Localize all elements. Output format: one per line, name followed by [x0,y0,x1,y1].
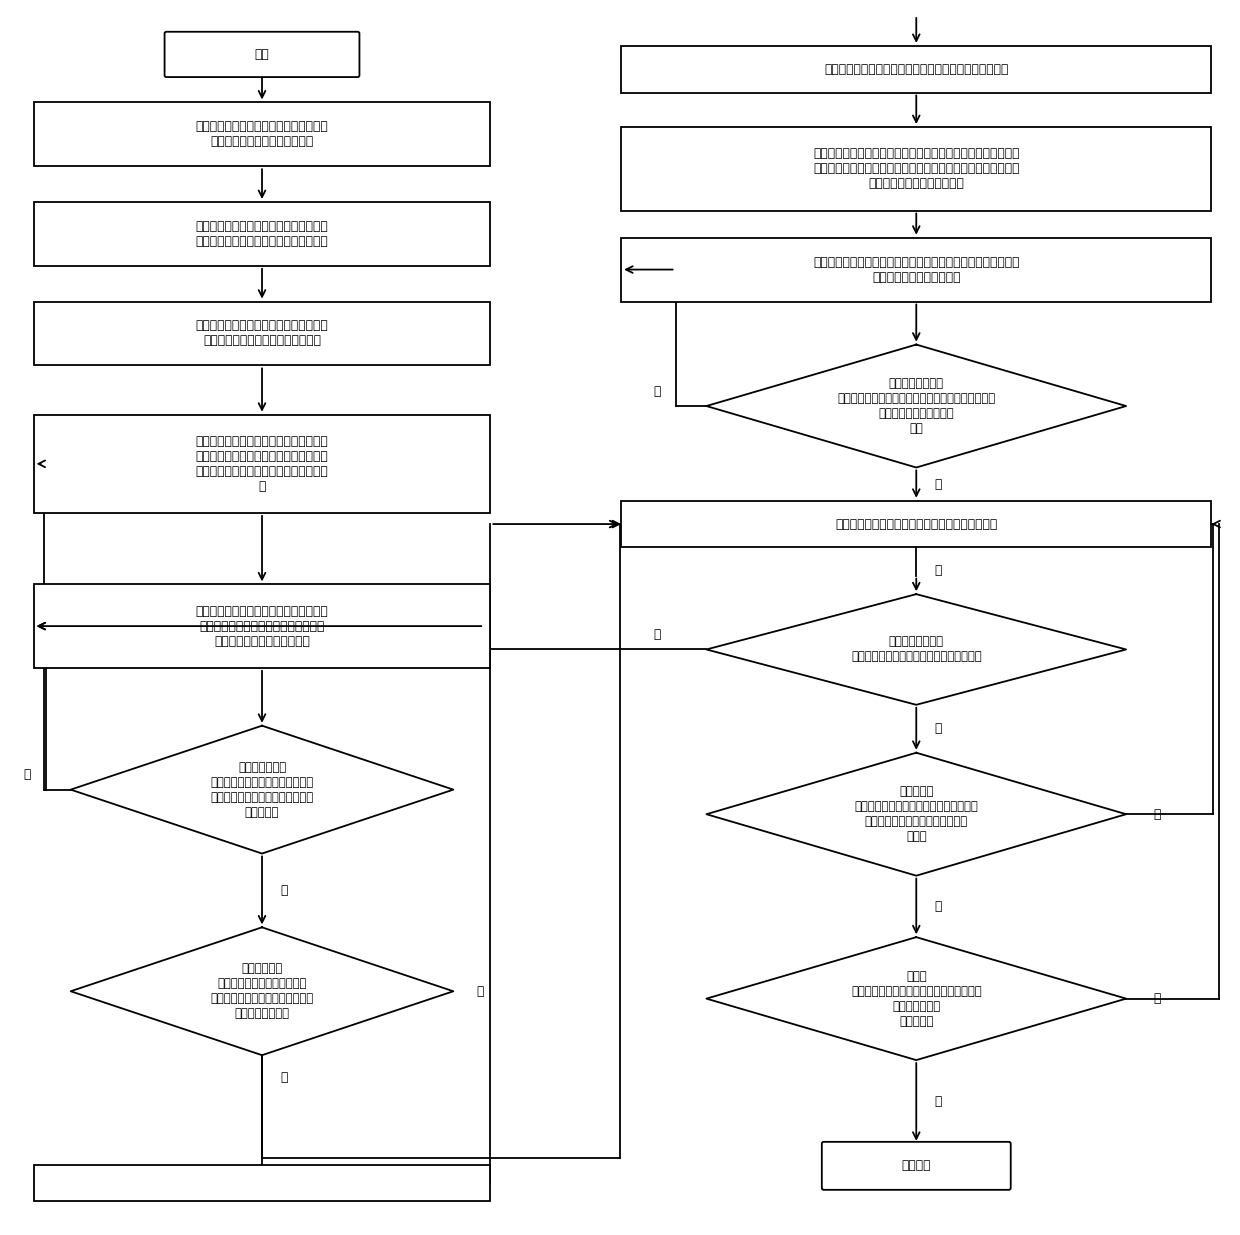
Text: 利用中距离激光测距传感器阵列补充第一
待装配体和第二待装配体之间的位姿关
系，调整第二待装配体的位姿: 利用中距离激光测距传感器阵列补充第一 待装配体和第二待装配体之间的位姿关 系，调… [196,605,329,647]
Polygon shape [71,927,454,1055]
FancyBboxPatch shape [33,415,490,513]
FancyBboxPatch shape [33,1165,490,1202]
Text: 第一待装配
体与近距离激光测距传感器阵列实际位姿
与目标位姿误差是否缩小至第四设
定阈值: 第一待装配 体与近距离激光测距传感器阵列实际位姿 与目标位姿误差是否缩小至第四设… [854,785,978,844]
Text: 装配完成: 装配完成 [901,1160,931,1172]
Text: 利用第二视觉传感器得到第一装配体和第
二装配体之间的部分位姿关系，使第二待
装配体与第一待装配体初步待装配部位对
准: 利用第二视觉传感器得到第一装配体和第 二装配体之间的部分位姿关系，使第二待 装配… [196,435,329,493]
FancyBboxPatch shape [165,32,360,77]
Text: 否: 否 [477,984,484,998]
Text: 是: 是 [935,722,942,735]
Text: 是: 是 [280,1071,288,1084]
Text: 否: 否 [653,385,661,398]
Text: 否: 否 [1153,992,1161,1005]
FancyBboxPatch shape [822,1142,1011,1189]
Text: 第一待装配体与
第二待装配体之间的实际位姿关系
与目标位姿关系的偏差是否小于第
一设定阈值: 第一待装配体与 第二待装配体之间的实际位姿关系 与目标位姿关系的偏差是否小于第 … [211,761,314,819]
Text: 是: 是 [935,564,942,577]
FancyBboxPatch shape [621,237,1211,301]
Text: 是: 是 [935,1095,942,1108]
Text: 是否检测到第一待
装配对象与第二待装配对象之间的力矩信息: 是否检测到第一待 装配对象与第二待装配对象之间的力矩信息 [851,636,982,663]
FancyBboxPatch shape [33,103,490,167]
Text: 否: 否 [653,629,661,641]
FancyBboxPatch shape [33,301,490,366]
Polygon shape [707,937,1126,1060]
Polygon shape [707,345,1126,468]
Text: 第一待装配对
体与中距离激光测距传感器阵
列之间的距离缩小至第二设定阈值
是否小于第二设定: 第一待装配对 体与中距离激光测距传感器阵 列之间的距离缩小至第二设定阈值 是否小… [211,962,314,1020]
Text: 待第二待装配体与第一待装配体继续靠近进行装配: 待第二待装配体与第一待装配体继续靠近进行装配 [836,517,997,531]
Text: 利用第三视觉传感器组合检测第一待装配体与第二待装配体之间
的位姿关系，调整进行装配: 利用第三视觉传感器组合检测第一待装配体与第二待装配体之间 的位姿关系，调整进行装… [813,256,1019,284]
FancyBboxPatch shape [621,500,1211,547]
Text: 启动近距离激光测距传感器阵列并停止第二待装配体运动: 启动近距离激光测距传感器阵列并停止第二待装配体运动 [825,63,1008,75]
Polygon shape [707,594,1126,705]
Text: 第一待装配体与第
二待装配体实际位姿与目标位姿之间误差小于第三设
定阈值是否小于第三设定
阈值: 第一待装配体与第 二待装配体实际位姿与目标位姿之间误差小于第三设 定阈值是否小于… [837,377,996,435]
Text: 否: 否 [1153,808,1161,821]
Text: 引导工业机器人，使夹持系统运动到指定
位置，将第二待装配体固定在夹持系统上: 引导工业机器人，使夹持系统运动到指定 位置，将第二待装配体固定在夹持系统上 [196,220,329,248]
Text: 否: 否 [24,768,31,782]
Text: 近距离激光测距传感器阵列采集第一待装配体与近距离激光测距
传感器阵列之间的距离，调整第二待装配体与第一待装配体待装
配部件之间的俯仰角和方位角: 近距离激光测距传感器阵列采集第一待装配体与近距离激光测距 传感器阵列之间的距离，… [813,147,1019,190]
Text: 开始: 开始 [254,48,269,61]
FancyBboxPatch shape [621,46,1211,93]
Text: 将第二待装配体转运到指定位置，第二待
装配体与第一待装配体初步整体对齐: 将第二待装配体转运到指定位置，第二待 装配体与第一待装配体初步整体对齐 [196,320,329,347]
Text: 利用第一视觉传感器检测第一待装配体的
三维位姿，反馈信息至上位系统: 利用第一视觉传感器检测第一待装配体的 三维位姿，反馈信息至上位系统 [196,120,329,148]
FancyBboxPatch shape [33,203,490,266]
Text: 是: 是 [280,884,288,897]
Text: 是: 是 [935,478,942,490]
Text: 是: 是 [935,900,942,913]
Polygon shape [707,753,1126,876]
FancyBboxPatch shape [621,127,1211,210]
Polygon shape [71,726,454,853]
Text: 第一待
装配体与第二待装配体实际力矩与目标力矩
偏差是否小于力
觉设定阈值: 第一待 装配体与第二待装配体实际力矩与目标力矩 偏差是否小于力 觉设定阈值 [851,969,982,1028]
FancyBboxPatch shape [33,584,490,668]
